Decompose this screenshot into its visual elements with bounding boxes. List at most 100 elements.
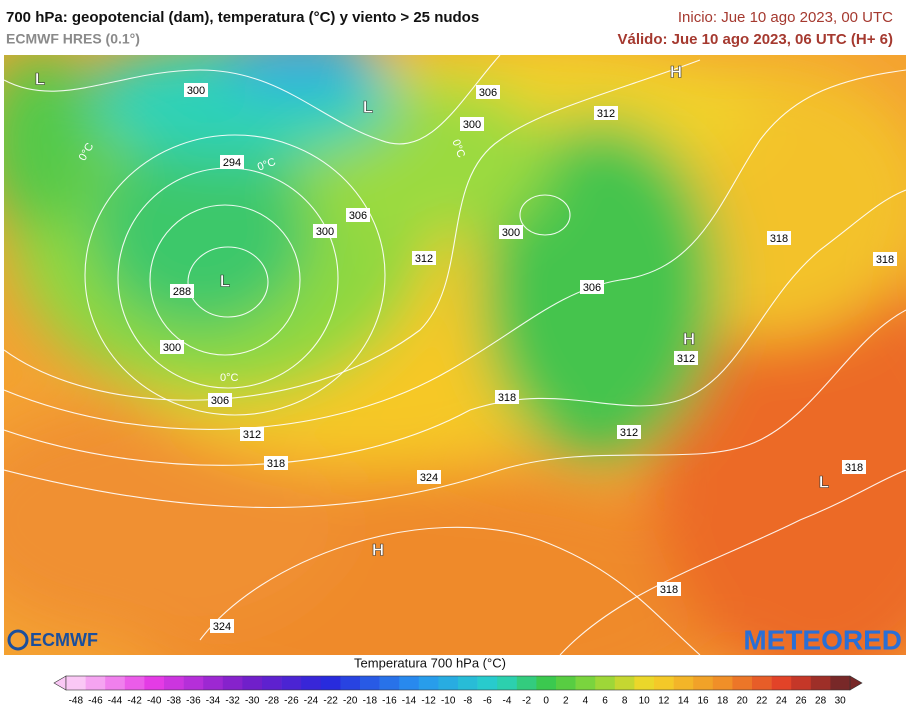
colorbar-tick-label: -38: [167, 696, 182, 707]
contour-label-bg: [210, 619, 234, 633]
colorbar-tick-label: -40: [147, 696, 162, 707]
colorbar-swatch: [418, 676, 439, 690]
pressure-center: L: [35, 69, 45, 88]
colorbar-tick-label: 16: [697, 696, 709, 707]
contour-label: 306: [583, 282, 601, 294]
colorbar-tick-label: -32: [225, 696, 240, 707]
freezing-level-label: 0°C: [256, 156, 278, 174]
colorbar-swatch: [379, 676, 400, 690]
colorbar-tick-label: -10: [441, 696, 456, 707]
colorbar-tick-label: -46: [88, 696, 103, 707]
colorbar-swatch: [320, 676, 341, 690]
colorbar-swatch: [66, 676, 86, 690]
contour-label-bg: [412, 251, 436, 265]
contour-label: 312: [597, 108, 615, 120]
colorbar-swatch: [124, 676, 145, 690]
contour-label: 288: [173, 286, 191, 298]
contour-label: 312: [677, 353, 695, 365]
colorbar-tick-label: -28: [265, 696, 280, 707]
meteored-logo: METEORED: [743, 624, 902, 655]
contour-label: 300: [187, 85, 205, 97]
contour-label-bg: [208, 393, 232, 407]
colorbar-tick-label: 12: [658, 696, 670, 707]
contour-label-bg: [842, 460, 866, 474]
colorbar-tick-label: -48: [69, 696, 84, 707]
init-time: Inicio: Jue 10 ago 2023, 00 UTC: [678, 9, 893, 26]
contour-label-bg: [657, 582, 681, 596]
colorbar-tick-label: -30: [245, 696, 260, 707]
colorbar-swatch: [144, 676, 165, 690]
colorbar-tick-label: 4: [583, 696, 589, 707]
colorbar-swatch: [712, 676, 733, 690]
colorbar-tick-label: -26: [284, 696, 299, 707]
pressure-center: L: [819, 472, 829, 491]
colorbar-tick-label: 24: [776, 696, 788, 707]
contour-label: 312: [620, 427, 638, 439]
pressure-center: H: [670, 62, 682, 81]
contour-label: 312: [415, 253, 433, 265]
contour-label: 318: [845, 462, 863, 474]
colorbar-swatch: [262, 676, 282, 690]
contour-label: 318: [660, 584, 678, 596]
contour-label-bg: [264, 456, 288, 470]
ecmwf-logo: ECMWF: [7, 629, 98, 651]
colorbar-swatch: [595, 676, 616, 690]
colorbar-tick-label: -14: [402, 696, 417, 707]
map: 300 306 300 312 294 306 300 300 312 318 318 288 306 3…: [4, 55, 906, 655]
colorbar-tick-label: -22: [323, 696, 338, 707]
colorbar-tick-label: -18: [363, 696, 378, 707]
contour-label-bg: [499, 225, 523, 239]
contour-label: 294: [223, 157, 241, 169]
colorbar-tick-label: 2: [563, 696, 569, 707]
contour-label: 318: [770, 233, 788, 245]
valid-time: Válido: Jue 10 ago 2023, 06 UTC (H+ 6): [617, 31, 893, 48]
contour-label: 300: [163, 342, 181, 354]
colorbar-swatch: [614, 676, 635, 690]
colorbar-tick-label: -36: [186, 696, 201, 707]
contour-label-bg: [767, 231, 791, 245]
colorbar-swatch: [791, 676, 812, 690]
colorbar-tick-label: -42: [127, 696, 142, 707]
colorbar-swatch: [301, 676, 322, 690]
colorbar-swatch: [673, 676, 694, 690]
colorbar-swatch: [183, 676, 204, 690]
colorbar-title: Temperatura 700 hPa (°C): [354, 655, 506, 670]
colorbar-tick-label: -6: [483, 696, 492, 707]
colorbar-tick-label: 14: [678, 696, 690, 707]
colorbar-swatch: [771, 676, 792, 690]
colorbar-swatch: [242, 676, 263, 690]
colorbar-tick-label: -8: [463, 696, 472, 707]
subtitle: ECMWF HRES (0.1°): [6, 31, 140, 47]
colorbar-tick-label: 0: [543, 696, 549, 707]
colorbar-swatch: [516, 676, 537, 690]
colorbar-swatch: [477, 676, 498, 690]
contour-label-bg: [674, 351, 698, 365]
colorbar-swatch: [575, 676, 596, 690]
colorbar-swatch: [693, 676, 714, 690]
colorbar-swatch: [654, 676, 674, 690]
colorbar-swatch: [222, 676, 243, 690]
contour-label: 318: [498, 392, 516, 404]
contour-label-bg: [220, 155, 244, 169]
colorbar-tick-label: -16: [382, 696, 397, 707]
colorbar-end: [849, 675, 863, 691]
colorbar-tick-label: 22: [756, 696, 768, 707]
colorbar-swatch: [634, 676, 655, 690]
ecmwf-text: ECMWF: [30, 630, 98, 650]
contour-label-bg: [873, 252, 897, 266]
colorbar-tick-label: 10: [639, 696, 651, 707]
colorbar-tick-label: -44: [108, 696, 123, 707]
colorbar-swatch: [556, 676, 576, 690]
colorbar-tick-label: -20: [343, 696, 358, 707]
contour-label-bg: [417, 470, 441, 484]
title: 700 hPa: geopotencial (dam), temperatura…: [6, 9, 479, 26]
pressure-center: L: [220, 271, 230, 290]
colorbar-swatch: [752, 676, 772, 690]
contour-label-bg: [460, 117, 484, 131]
contour-label: 306: [349, 210, 367, 222]
colorbar-swatch: [497, 676, 518, 690]
contour-label-bg: [495, 390, 519, 404]
contour-label: 318: [267, 458, 285, 470]
contour-label: 300: [316, 226, 334, 238]
